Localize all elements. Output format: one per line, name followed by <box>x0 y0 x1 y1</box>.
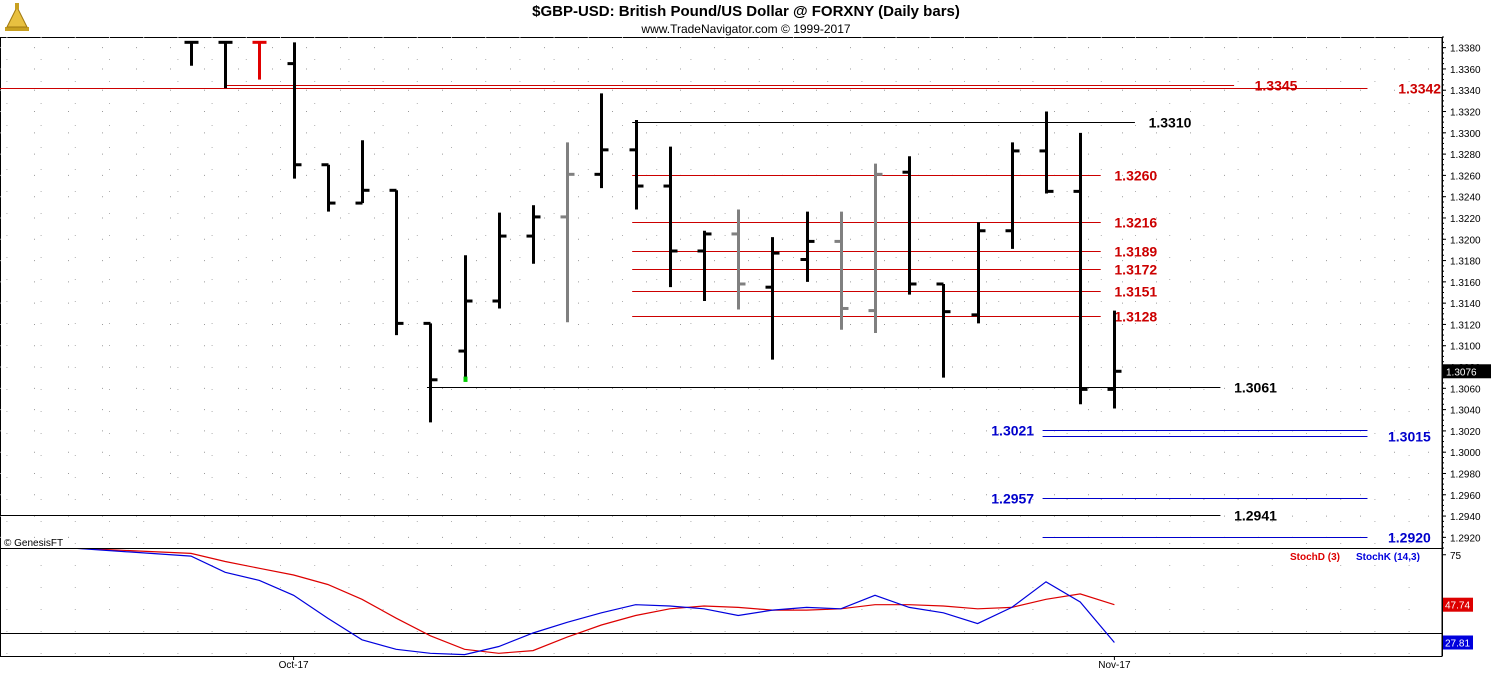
y-tick-label: 1.3300 <box>1450 129 1481 140</box>
price-bar <box>423 321 438 423</box>
level-lines: 1.3342 1.3345 1.3310 1.3260 1.3216 1.3189 1.31… <box>0 78 1441 546</box>
level-label-1-3172: 1.3172 <box>1114 262 1157 278</box>
level-label-1-3342: 1.3342 <box>1398 81 1441 97</box>
y-tick-label: 1.3200 <box>1450 235 1481 246</box>
price-bar <box>663 146 678 288</box>
y-tick-label: 1.2940 <box>1450 512 1481 523</box>
grid <box>0 37 1442 656</box>
level-label-1-2941: 1.2941 <box>1234 508 1277 524</box>
price-bar <box>1107 310 1122 409</box>
price-bar <box>902 156 917 295</box>
level-label-1-3015: 1.3015 <box>1388 429 1431 445</box>
copyright-label: © GenesisFT <box>4 538 63 549</box>
y-tick-label: 1.3040 <box>1450 406 1481 417</box>
y-tick-label: 1.3120 <box>1450 320 1481 331</box>
price-bar <box>765 237 780 360</box>
price-bar <box>868 163 883 333</box>
level-label-1-3345: 1.3345 <box>1255 78 1298 94</box>
price-bar <box>594 93 609 189</box>
price-bar <box>834 211 849 330</box>
y-tick-label: 1.2980 <box>1450 469 1481 480</box>
price-bar <box>355 140 370 205</box>
level-label-1-2920: 1.2920 <box>1388 530 1431 546</box>
last-price-box <box>1443 364 1491 379</box>
y-tick-label: 1.3380 <box>1450 44 1481 55</box>
x-tick-label: Oct-17 <box>279 660 309 671</box>
y-tick-label: 1.3340 <box>1450 86 1481 97</box>
chart-title: $GBP-USD: British Pound/US Dollar @ FORX… <box>532 3 960 20</box>
y-tick-label: 1.3160 <box>1450 278 1481 289</box>
y-tick-label: 1.3260 <box>1450 171 1481 182</box>
chart-subtitle: www.TradeNavigator.com © 1999-2017 <box>641 22 851 36</box>
price-bar <box>731 209 746 310</box>
y-tick-label: 1.2960 <box>1450 491 1481 502</box>
level-label-1-3310: 1.3310 <box>1149 115 1192 131</box>
stoch-line-k <box>77 549 1115 656</box>
level-label-1-3216: 1.3216 <box>1114 215 1157 231</box>
level-label-1-3061: 1.3061 <box>1234 380 1277 396</box>
stoch-last-label: 27.81 <box>1445 639 1470 650</box>
level-label-1-3128: 1.3128 <box>1114 309 1157 325</box>
level-label-1-3151: 1.3151 <box>1114 284 1157 300</box>
y-tick-label: 1.3000 <box>1450 448 1481 459</box>
price-bar <box>218 40 233 89</box>
y-tick-label: 1.3100 <box>1450 342 1481 353</box>
y-axis: 1.3380 1.3360 1.3340 1.3320 1.3300 1.3280 1.32… <box>1442 36 1481 549</box>
stoch-y-tick-label: 75 <box>1450 551 1462 562</box>
plot-frame <box>0 37 1443 657</box>
stoch-last-box <box>1443 635 1473 650</box>
price-bar <box>697 230 712 302</box>
price-bar <box>1073 132 1088 405</box>
y-tick-label: 1.2920 <box>1450 533 1481 544</box>
y-tick-label: 1.3280 <box>1450 150 1481 161</box>
stoch-line-d <box>80 549 1115 654</box>
price-bar <box>560 142 575 323</box>
price-bar <box>1005 142 1020 249</box>
y-tick-label: 1.3240 <box>1450 193 1481 204</box>
y-tick-label: 1.3020 <box>1450 427 1481 438</box>
level-label-1-3189: 1.3189 <box>1114 244 1157 260</box>
price-bar <box>389 188 404 336</box>
y-tick-label: 1.3220 <box>1450 214 1481 225</box>
price-bar <box>287 42 302 179</box>
price-bar <box>321 163 336 212</box>
level-label-1-3260: 1.3260 <box>1114 168 1157 184</box>
x-tick-label: Nov-17 <box>1098 660 1131 671</box>
y-tick-label: 1.3180 <box>1450 257 1481 268</box>
price-bar <box>971 222 986 324</box>
chart-logo-icon <box>3 3 31 33</box>
y-tick-label: 1.3320 <box>1450 108 1481 119</box>
price-bar <box>526 205 541 264</box>
level-label-1-2957: 1.2957 <box>991 491 1034 507</box>
price-bar <box>184 40 199 66</box>
last-price-label: 1.3076 <box>1446 367 1477 378</box>
price-bar <box>458 255 473 380</box>
stochastic-panel: 75 47.74 27.81 StochD (3) StochK (14,3) <box>0 549 1473 656</box>
legend-stochk: StochK (14,3) <box>1356 552 1420 563</box>
price-bar <box>1039 111 1054 194</box>
price-bar <box>936 282 951 378</box>
y-tick-label: 1.3360 <box>1450 65 1481 76</box>
y-tick-label: 1.3140 <box>1450 299 1481 310</box>
y-tick-label: 1.3060 <box>1450 384 1481 395</box>
price-bar <box>252 40 267 80</box>
level-label-1-3021: 1.3021 <box>991 423 1034 439</box>
price-bar <box>800 211 815 282</box>
price-bar <box>629 120 644 210</box>
price-bar <box>492 212 507 309</box>
legend-stochd: StochD (3) <box>1290 552 1340 563</box>
stoch-last-label: 47.74 <box>1445 601 1470 612</box>
price-bars <box>184 40 1122 423</box>
stoch-last-box <box>1443 597 1473 612</box>
